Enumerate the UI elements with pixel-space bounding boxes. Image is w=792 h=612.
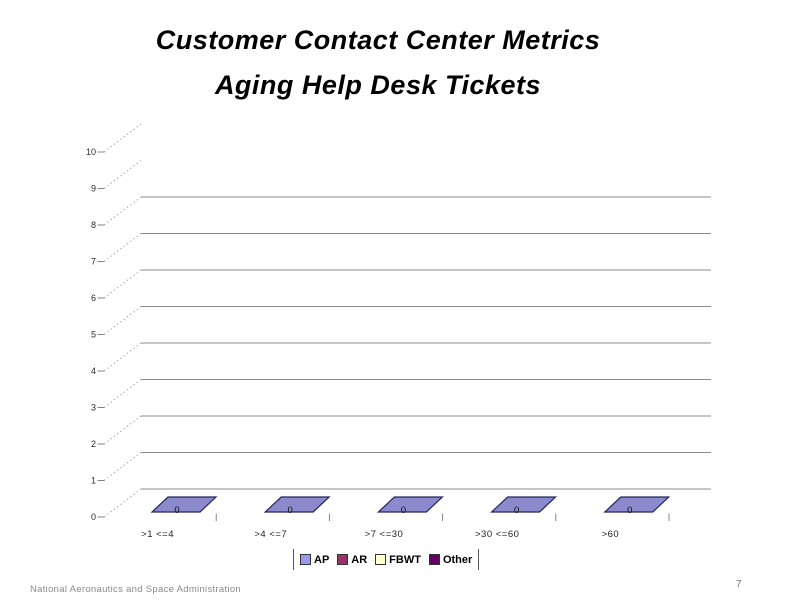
legend-item-other: Other <box>428 553 473 566</box>
depth-guide-dotted-line <box>103 342 142 372</box>
x-axis-category-label: >60 <box>602 529 620 540</box>
y-axis-tick-label: 1 <box>91 476 96 486</box>
legend-item-ap: AP <box>300 554 329 566</box>
bar-zero-floor-marker <box>376 496 444 513</box>
bar-value-label: 0 <box>288 505 293 516</box>
y-axis-tick-label: 8 <box>91 220 96 230</box>
page-number: 7 <box>736 579 742 590</box>
depth-guide-dotted-line <box>103 269 142 299</box>
y-axis-tick-label: 5 <box>91 330 96 340</box>
legend-label: FBWT <box>389 553 421 566</box>
x-axis-category-label: >7 <=30 <box>365 529 404 540</box>
chart-legend: AP AR FBWT Other <box>293 549 480 570</box>
y-axis-tick-label: 6 <box>91 293 96 303</box>
depth-guide-dotted-line <box>103 233 142 262</box>
depth-guide-dotted-line <box>103 379 142 408</box>
bar-zero-floor-marker <box>490 496 558 513</box>
bar-value-label: 0 <box>174 505 179 516</box>
legend-swatch-fbwt <box>375 554 387 565</box>
depth-guide-dotted-line <box>103 160 142 189</box>
depth-guide-dotted-line <box>103 488 142 518</box>
footer-text: National Aeronautics and Space Administr… <box>30 584 242 595</box>
slide-title-line2: Aging Help Desk Tickets <box>214 70 542 100</box>
y-axis-tick-label: 4 <box>91 366 96 376</box>
x-axis-category-label: >30 <=60 <box>475 529 519 540</box>
bar-zero-floor-marker <box>603 496 671 513</box>
y-axis-tick-label: 7 <box>91 257 96 267</box>
y-axis-tick-label: 2 <box>91 439 96 449</box>
bar-zero-floor-marker <box>263 496 331 513</box>
depth-guide-dotted-line <box>103 415 142 445</box>
legend-item-fbwt: FBWT <box>375 554 421 566</box>
bar-value-label: 0 <box>514 505 519 516</box>
legend-label: AR <box>351 553 368 566</box>
y-axis-tick-label: 3 <box>91 403 96 413</box>
legend-swatch-other <box>428 554 440 565</box>
depth-guide-dotted-line <box>103 196 142 226</box>
y-axis-tick-label: 9 <box>91 184 96 194</box>
depth-guide-dotted-line <box>103 123 142 153</box>
legend-label: Other <box>442 553 473 566</box>
legend-swatch-ap <box>300 554 311 565</box>
legend-label: AP <box>314 553 330 566</box>
y-axis-tick-label: 10 <box>86 147 96 157</box>
legend-item-ar: AR <box>337 554 367 566</box>
depth-guide-dotted-line <box>103 452 142 481</box>
x-axis-category-label: >4 <=7 <box>254 529 287 540</box>
bar-value-label: 0 <box>627 505 632 516</box>
depth-guide-dotted-line <box>103 306 142 335</box>
slide-title-line1: Customer Contact Center Metrics <box>155 25 601 55</box>
bar-zero-floor-marker <box>150 496 218 513</box>
bar-value-label: 0 <box>401 505 406 516</box>
y-axis-tick-label: 0 <box>91 512 96 522</box>
x-axis-category-label: >1 <=4 <box>141 529 174 540</box>
legend-swatch-ar <box>337 554 349 565</box>
